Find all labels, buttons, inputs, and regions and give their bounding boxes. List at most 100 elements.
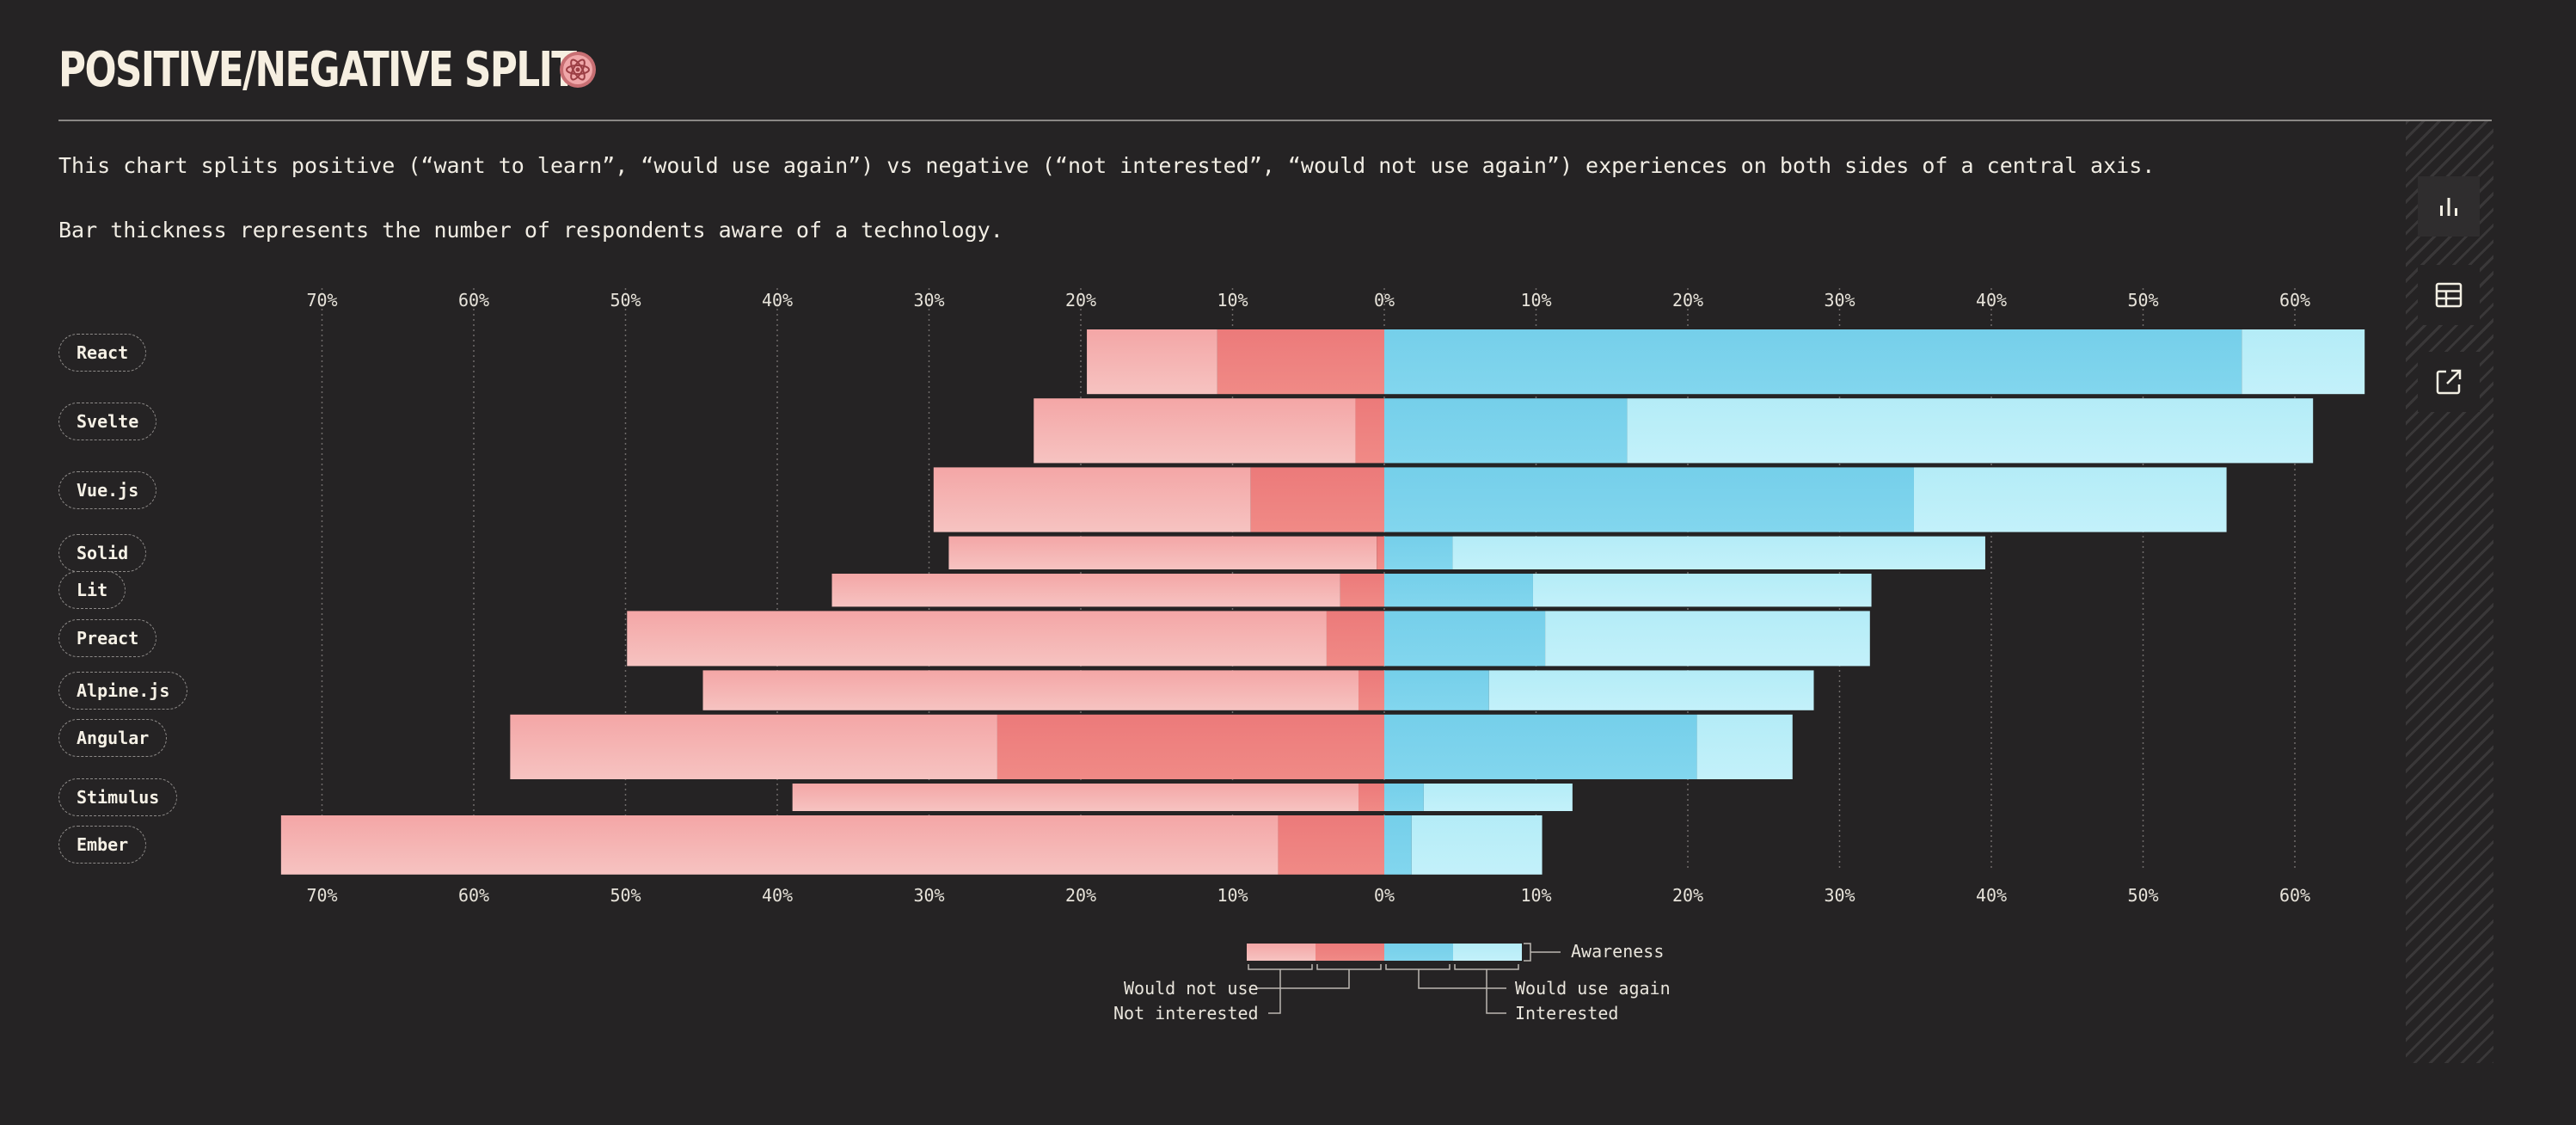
x-tick-label-top: 50% [610, 290, 641, 310]
category-label[interactable]: Solid [58, 534, 147, 572]
category-label[interactable]: Svelte [58, 403, 157, 440]
x-tick-label-bottom: 40% [762, 885, 793, 906]
chart-view-button[interactable] [2418, 176, 2480, 237]
legend-label-awareness: Awareness [1571, 941, 1665, 962]
x-tick-label-top: 0% [1374, 290, 1395, 310]
bar-not-interested [1377, 536, 1384, 569]
bar-not-interested [1250, 467, 1384, 532]
bar-would-use-again [1384, 398, 1628, 464]
sidebar [2406, 121, 2493, 1063]
x-tick-label-bottom: 0% [1374, 885, 1395, 906]
x-tick-label-bottom: 70% [306, 885, 337, 906]
x-tick-label-top: 20% [1672, 290, 1703, 310]
bar-would-not-use [510, 714, 997, 779]
x-tick-label-top: 40% [762, 290, 793, 310]
legend-label-not-interested: Not interested [1113, 1003, 1259, 1024]
legend-swatch-would-not-use [1247, 944, 1316, 961]
bar-not-interested [1355, 398, 1384, 464]
bar-chart-icon [2440, 198, 2457, 216]
x-tick-label-top: 40% [1976, 290, 2007, 310]
x-tick-label-bottom: 10% [1520, 885, 1551, 906]
export-button[interactable] [2418, 352, 2480, 412]
bar-would-not-use [627, 611, 1327, 667]
x-tick-label-top: 60% [2279, 290, 2310, 310]
legend-awareness-connector [1524, 943, 1561, 962]
bar-not-interested [997, 714, 1384, 779]
x-tick-label-bottom: 50% [610, 885, 641, 906]
x-tick-label-top: 10% [1217, 290, 1248, 310]
bar-would-not-use [933, 467, 1251, 532]
x-tick-label-bottom: 40% [1976, 885, 2007, 906]
bar-would-use-again [1384, 611, 1546, 667]
bar-interested [2242, 329, 2365, 395]
x-tick-label-bottom: 60% [458, 885, 489, 906]
react-logo-icon [560, 52, 596, 88]
title-divider [58, 120, 2492, 121]
legend-swatch-not-interested [1316, 944, 1384, 961]
bar-would-not-use [831, 574, 1340, 607]
bar-interested [1423, 784, 1573, 811]
bar-would-use-again [1384, 536, 1453, 569]
page-title: POSITIVE/NEGATIVE SPLIT [58, 41, 577, 98]
legend-swatch-interested [1453, 944, 1522, 961]
legend-swatch-would-use-again [1384, 944, 1453, 961]
x-tick-label-bottom: 30% [1824, 885, 1855, 906]
bar-interested [1488, 670, 1814, 710]
table-icon [2435, 282, 2463, 308]
bar-interested [1696, 714, 1793, 779]
category-label[interactable]: Angular [58, 719, 168, 757]
external-link-icon [2436, 369, 2462, 395]
category-label[interactable]: Alpine.js [58, 672, 188, 710]
bar-interested [1627, 398, 2314, 464]
legend-connector-would-use-again [1418, 969, 1506, 989]
table-view-button[interactable] [2418, 265, 2480, 325]
bar-would-not-use [280, 815, 1279, 875]
bar-would-use-again [1384, 815, 1412, 875]
bar-would-use-again [1384, 574, 1533, 607]
x-tick-label-bottom: 20% [1065, 885, 1096, 906]
legend-label-would-not-use: Would not use [1124, 978, 1259, 999]
bar-would-not-use [792, 784, 1359, 811]
x-tick-label-bottom: 20% [1672, 885, 1703, 906]
x-tick-label-bottom: 60% [2279, 885, 2310, 906]
title-row: POSITIVE/NEGATIVE SPLIT [58, 40, 721, 100]
x-tick-label-top: 50% [2127, 290, 2158, 310]
x-tick-label-top: 60% [458, 290, 489, 310]
bar-interested [1452, 536, 1985, 569]
legend-connector-not-interested [1268, 969, 1281, 1014]
bar-not-interested [1340, 574, 1384, 607]
bar-would-not-use [1033, 398, 1356, 464]
chart-description: This chart splits positive (“want to lea… [58, 153, 2156, 178]
bar-would-not-use [948, 536, 1377, 569]
x-tick-label-bottom: 50% [2127, 885, 2158, 906]
legend-label-interested: Interested [1515, 1003, 1619, 1024]
category-label[interactable]: Stimulus [58, 778, 178, 816]
category-label[interactable]: Ember [58, 826, 147, 864]
category-label[interactable]: Preact [58, 619, 157, 657]
bar-not-interested [1358, 670, 1384, 710]
bar-would-not-use [1087, 329, 1217, 395]
x-tick-label-bottom: 30% [913, 885, 944, 906]
legend-connector-would-not-use [1257, 969, 1350, 989]
legend-bracket [1248, 964, 1313, 970]
bar-would-not-use [702, 670, 1359, 710]
x-tick-label-top: 30% [1824, 290, 1855, 310]
legend-connector-interested [1486, 969, 1506, 1014]
category-label[interactable]: Lit [58, 571, 126, 609]
legend-bracket [1454, 964, 1519, 970]
legend-label-would-use-again: Would use again [1515, 978, 1671, 999]
legend-bracket [1385, 964, 1451, 970]
x-tick-label-top: 20% [1065, 290, 1096, 310]
category-label[interactable]: React [58, 334, 147, 372]
x-tick-label-top: 10% [1520, 290, 1551, 310]
bar-interested [1545, 611, 1870, 667]
legend-bracket [1316, 964, 1382, 970]
bar-would-use-again [1384, 467, 1914, 532]
bar-would-use-again [1384, 329, 2242, 395]
bar-interested [1532, 574, 1872, 607]
category-label[interactable]: Vue.js [58, 471, 157, 509]
bar-would-use-again [1384, 670, 1489, 710]
bar-not-interested [1278, 815, 1384, 875]
bar-not-interested [1217, 329, 1384, 395]
